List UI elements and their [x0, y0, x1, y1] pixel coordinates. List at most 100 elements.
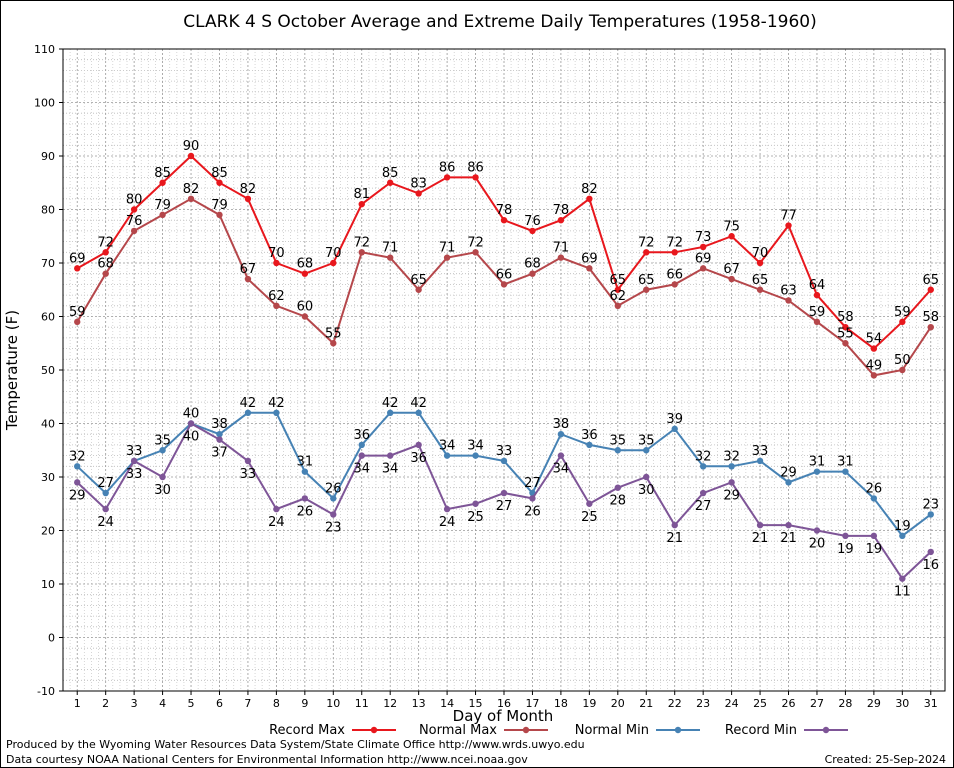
record-min-data-label: 21	[752, 531, 769, 546]
normal-max-point	[813, 318, 821, 326]
record-min-data-label: 36	[410, 451, 427, 466]
x-tick-label: 23	[696, 697, 710, 710]
record-min-point	[899, 575, 906, 582]
normal-min-data-label: 40	[183, 407, 200, 422]
normal-max-data-label: 71	[439, 241, 456, 256]
record-max-point	[74, 265, 81, 272]
normal-max-point	[756, 286, 764, 293]
normal-max-point	[927, 324, 934, 331]
record-min-point	[216, 436, 223, 443]
normal-min-data-label: 31	[297, 455, 314, 470]
x-tick-label: 21	[639, 697, 653, 710]
normal-min-data-label: 33	[126, 444, 143, 459]
y-tick-label: 50	[41, 364, 55, 377]
normal-min-data-label: 42	[240, 396, 257, 411]
record-min-data-label: 40	[183, 430, 200, 445]
normal-max-data-label: 71	[382, 241, 399, 256]
record-min-point	[500, 489, 508, 497]
normal-max-point	[330, 340, 337, 347]
record-max-point	[244, 195, 252, 202]
normal-min-data-label: 27	[524, 476, 541, 491]
record-max-data-label: 65	[610, 273, 627, 288]
normal-max-point	[159, 211, 166, 219]
normal-max-point	[216, 211, 223, 219]
normal-max-point	[443, 254, 451, 261]
normal-max-data-label: 79	[154, 198, 171, 213]
normal-max-point	[614, 302, 622, 309]
record-min-point	[330, 511, 337, 518]
record-max-data-label: 77	[780, 209, 797, 224]
normal-max-point	[870, 372, 878, 379]
normal-max-data-label: 59	[809, 305, 826, 320]
legend-marker-record-max	[370, 726, 378, 734]
normal-max-point	[586, 265, 593, 272]
record-min-data-label: 26	[524, 504, 541, 519]
record-min-data-label: 34	[382, 462, 399, 477]
record-min-point	[728, 479, 735, 486]
record-min-data-label: 34	[353, 462, 370, 477]
normal-min-point	[614, 447, 622, 454]
legend: Record Max Normal Max Normal Min Record Min	[269, 723, 848, 738]
normal-min-point	[756, 457, 764, 465]
normal-min-data-label: 38	[553, 417, 570, 432]
normal-max-data-label: 79	[211, 198, 228, 213]
normal-max-point	[785, 297, 792, 304]
normal-max-point	[529, 270, 536, 277]
normal-max-point	[557, 254, 565, 261]
y-tick-label: 10	[41, 578, 55, 591]
record-min-data-label: 16	[923, 558, 940, 573]
normal-max-point	[671, 281, 678, 288]
normal-max-point	[273, 302, 280, 309]
record-min-point	[159, 473, 166, 481]
normal-min-data-label: 39	[666, 412, 683, 427]
x-tick-label: 11	[355, 697, 369, 710]
record-max-data-label: 85	[382, 166, 399, 181]
record-max-point	[443, 174, 451, 181]
record-max-point	[557, 217, 565, 224]
normal-min-data-label: 34	[467, 439, 484, 454]
y-tick-label: 20	[41, 525, 55, 538]
record-min-point	[443, 505, 451, 513]
normal-max-data-label: 59	[69, 305, 86, 320]
series	[74, 152, 934, 582]
legend-marker-record-min	[822, 726, 830, 734]
normal-min-data-label: 42	[268, 396, 285, 411]
record-max-data-label: 72	[666, 235, 683, 250]
x-tick-label: 17	[525, 697, 539, 710]
record-min-data-label: 30	[638, 483, 655, 498]
grid	[62, 48, 946, 692]
record-max-point	[472, 174, 479, 181]
x-tick-label: 28	[838, 697, 852, 710]
normal-min-data-label: 42	[382, 396, 399, 411]
x-axis-label: Day of Month	[453, 707, 554, 725]
record-max-point	[415, 190, 422, 197]
record-max-point	[130, 206, 138, 213]
normal-min-data-label: 32	[723, 449, 740, 464]
normal-min-point	[273, 409, 280, 416]
record-max-data-label: 70	[752, 246, 769, 261]
record-max-data-label: 73	[695, 230, 712, 245]
x-tick-label: 3	[131, 697, 138, 710]
record-min-point	[671, 521, 678, 529]
x-tick-label: 6	[216, 697, 223, 710]
record-max-data-label: 86	[439, 160, 456, 175]
normal-min-point	[699, 463, 707, 470]
normal-min-point	[813, 468, 821, 475]
record-max-point	[301, 270, 309, 277]
record-max-point	[614, 286, 622, 293]
normal-min-point	[159, 447, 166, 454]
record-max-data-label: 90	[183, 139, 200, 154]
legend-label-normal-max: Normal Max	[419, 723, 497, 738]
normal-max-data-label: 58	[923, 310, 940, 325]
record-max-point	[273, 259, 280, 267]
record-min-data-label: 25	[581, 510, 598, 525]
record-max-data-label: 72	[638, 235, 655, 250]
x-tick-label: 26	[782, 697, 796, 710]
normal-max-data-label: 66	[496, 267, 513, 282]
legend-label-record-min: Record Min	[725, 723, 797, 738]
normal-min-point	[557, 431, 565, 438]
normal-max-data-label: 72	[467, 235, 484, 250]
record-min-point	[842, 532, 849, 540]
